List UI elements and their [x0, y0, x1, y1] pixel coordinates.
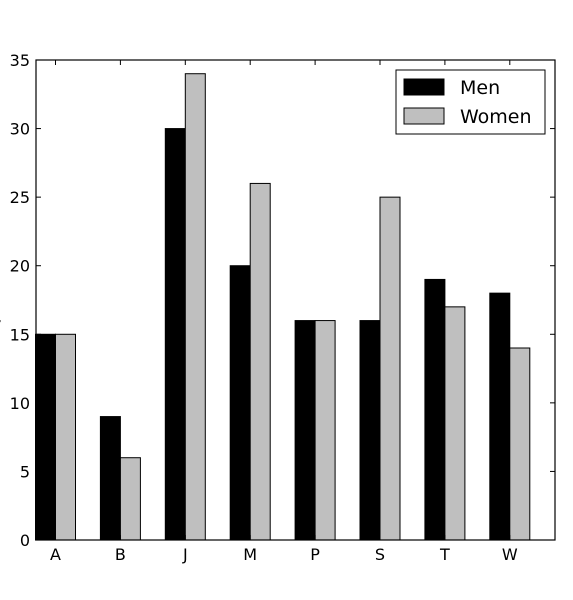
x-tick-label-s: S [375, 545, 385, 564]
y-tick-label-15: 15 [10, 325, 30, 344]
bars-layer [35, 73, 531, 541]
x-tick-label-b: B [115, 545, 126, 564]
y-tick-label-10: 10 [10, 394, 30, 413]
bar-women-b [119, 457, 141, 541]
bar-men-j [164, 128, 186, 541]
bar-women-m [249, 182, 271, 541]
bar-men-w [489, 292, 511, 541]
x-tick-label-j: J [182, 545, 188, 564]
bar-women-j [184, 73, 206, 541]
ticks-layer: A B J M P S T W 0 5 10 15 20 25 30 35 [10, 51, 555, 564]
plot-frame [35, 59, 556, 541]
y-tick-label-30: 30 [10, 120, 30, 139]
legend-label-men: Men [460, 77, 500, 99]
x-tick-label-m: M [243, 545, 257, 564]
x-tick-label-a: A [50, 545, 61, 564]
y-tick-label-35: 35 [10, 51, 30, 70]
bar-men-m [229, 265, 251, 541]
bar-women-a [55, 333, 76, 541]
legend: Men Women [395, 69, 546, 135]
bar-women-w [509, 347, 531, 541]
bar-women-t [444, 306, 466, 541]
ylabel-edge-mark: , [0, 307, 2, 326]
bar-men-b [99, 416, 121, 541]
legend-swatch-men [403, 78, 445, 96]
bar-men-a [35, 333, 56, 541]
x-tick-label-t: T [439, 545, 450, 564]
y-tick-label-20: 20 [10, 257, 30, 276]
bar-men-t [424, 278, 446, 541]
bar-women-s [379, 196, 401, 541]
x-tick-label-w: W [502, 545, 518, 564]
y-tick-label-0: 0 [20, 531, 30, 550]
y-tick-label-5: 5 [20, 462, 30, 481]
y-tick-label-25: 25 [10, 188, 30, 207]
legend-label-women: Women [460, 106, 532, 128]
bar-women-p [314, 320, 336, 541]
bar-men-s [359, 320, 381, 541]
bar-men-p [294, 320, 316, 541]
x-tick-label-p: P [310, 545, 320, 564]
legend-swatch-women [403, 107, 445, 125]
